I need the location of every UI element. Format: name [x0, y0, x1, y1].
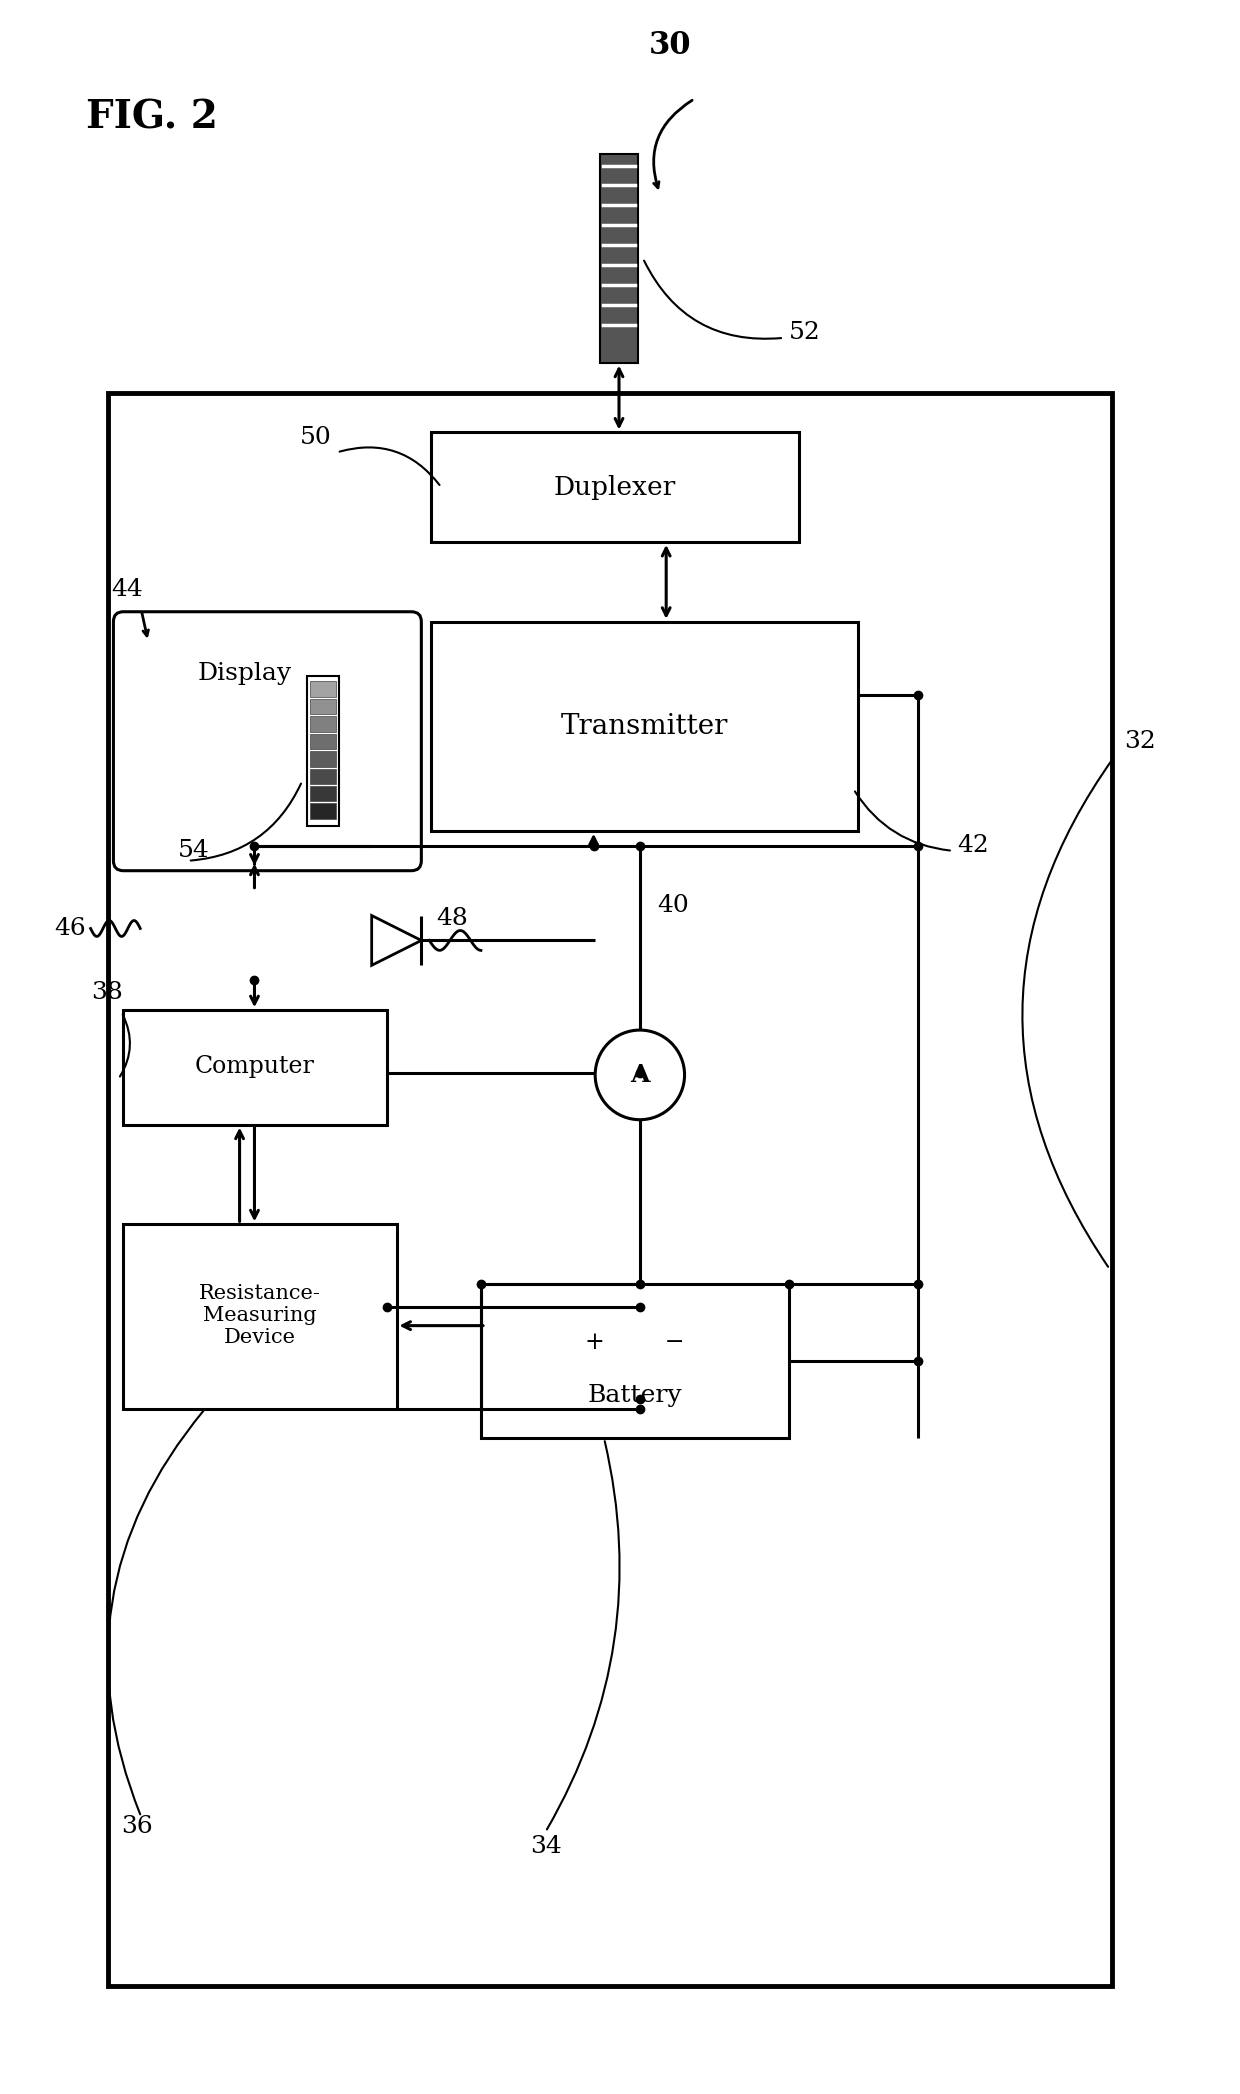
Bar	[310, 699, 336, 714]
Text: Display: Display	[197, 662, 291, 685]
Bar	[310, 733, 336, 750]
Text: 34: 34	[529, 1834, 562, 1857]
Text: A: A	[630, 1064, 650, 1087]
Bar	[310, 768, 336, 783]
Text: 38: 38	[92, 980, 123, 1003]
Circle shape	[595, 1030, 684, 1120]
FancyBboxPatch shape	[113, 611, 422, 871]
Bar	[310, 681, 336, 697]
Bar	[310, 785, 336, 802]
Text: Computer: Computer	[195, 1055, 315, 1078]
Bar	[123, 1225, 397, 1409]
Text: 52: 52	[789, 320, 821, 343]
Bar	[310, 804, 336, 819]
Text: 50: 50	[300, 425, 332, 448]
Text: 42: 42	[957, 833, 990, 856]
Text: 46: 46	[53, 917, 86, 940]
Bar	[481, 1284, 789, 1439]
Text: 36: 36	[122, 1815, 153, 1839]
Bar	[308, 676, 339, 825]
Text: Transmitter: Transmitter	[562, 712, 729, 739]
Text: Resistance-
Measuring
Device: Resistance- Measuring Device	[198, 1284, 320, 1346]
Text: 30: 30	[649, 31, 691, 61]
Bar	[310, 752, 336, 766]
Text: Duplexer: Duplexer	[554, 475, 676, 500]
Text: Battery: Battery	[588, 1384, 682, 1407]
Text: +        −: + −	[585, 1332, 684, 1355]
Text: 44: 44	[112, 578, 143, 601]
Text: 54: 54	[179, 840, 210, 863]
Polygon shape	[372, 915, 422, 965]
Text: 40: 40	[657, 894, 689, 917]
Bar	[108, 392, 1112, 1987]
Text: 48: 48	[436, 907, 467, 930]
Bar	[123, 1009, 387, 1124]
Text: 32: 32	[1125, 729, 1157, 752]
Bar	[600, 153, 637, 362]
Bar	[310, 716, 336, 731]
Text: FIG. 2: FIG. 2	[86, 98, 217, 136]
Bar	[432, 433, 799, 542]
Bar	[432, 622, 858, 831]
